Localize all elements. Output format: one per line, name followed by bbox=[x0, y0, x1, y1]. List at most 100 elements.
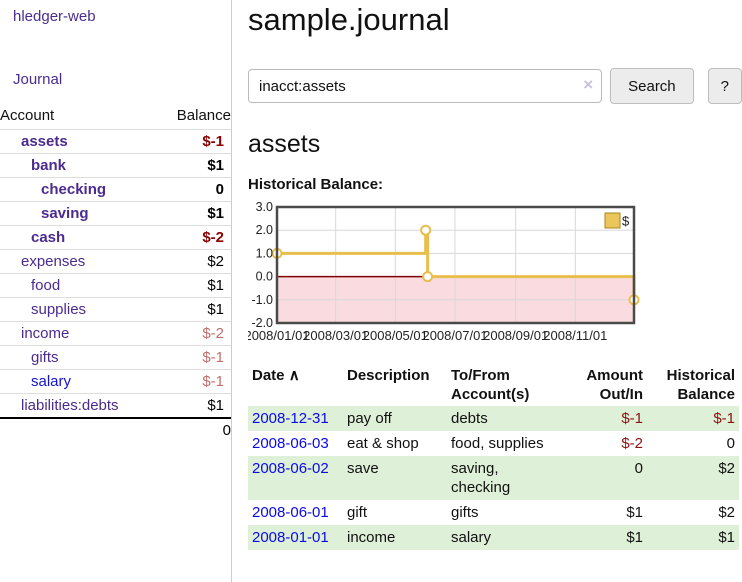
data-point-marker[interactable] bbox=[422, 271, 434, 283]
nav-journal-link[interactable]: Journal bbox=[13, 71, 63, 88]
transaction-date-link[interactable]: 2008-06-01 bbox=[252, 504, 329, 521]
accounts-header-balance: Balance bbox=[176, 107, 231, 124]
account-name-cell: income bbox=[0, 322, 159, 346]
account-link[interactable]: supplies bbox=[31, 301, 87, 318]
transaction-amount: $-2 bbox=[621, 435, 643, 452]
accounts-header-row: Account Balance bbox=[0, 103, 231, 130]
account-row: salary $-1 bbox=[0, 369, 231, 394]
transaction-amount: $1 bbox=[626, 504, 643, 521]
search-bar: × Search ? bbox=[248, 68, 742, 104]
accounts-table: Account Balance assets $-1 bank $1 checking 0… bbox=[0, 103, 231, 442]
app-brand-link[interactable]: hledger-web bbox=[13, 8, 96, 25]
transaction-description: pay off bbox=[347, 410, 392, 427]
transaction-balance: $-1 bbox=[713, 410, 735, 427]
transaction-balance: $2 bbox=[718, 504, 735, 521]
transaction-balance: $1 bbox=[718, 529, 735, 546]
x-axis-label: 2008/05/01 bbox=[363, 328, 428, 343]
account-name-cell: cash bbox=[0, 226, 159, 250]
accounts-total-row: 0 bbox=[0, 418, 231, 442]
transaction-date-link[interactable]: 2008-06-03 bbox=[252, 435, 329, 452]
account-name-cell: liabilities:debts bbox=[0, 394, 159, 419]
account-link[interactable]: assets bbox=[21, 133, 68, 150]
transaction-description: income bbox=[347, 529, 396, 546]
accounts-total-value: 0 bbox=[222, 422, 231, 439]
account-balance: $1 bbox=[207, 277, 224, 294]
register-row[interactable]: 2008-06-01 gift gifts $1 $2 bbox=[248, 500, 739, 525]
account-balance: 0 bbox=[215, 181, 224, 198]
clear-search-icon[interactable]: × bbox=[583, 75, 594, 94]
x-axis-label: 2008/01/01 bbox=[248, 328, 310, 343]
account-row: liabilities:debts $1 bbox=[0, 393, 231, 419]
col-amount-out-in: Amount Out/In bbox=[586, 367, 643, 403]
account-row: food $1 bbox=[0, 273, 231, 298]
account-name-cell: bank bbox=[0, 154, 159, 178]
account-balance: $2 bbox=[207, 253, 224, 270]
account-name-cell: food bbox=[0, 274, 159, 298]
account-heading: assets bbox=[248, 130, 321, 158]
search-button[interactable]: Search bbox=[610, 68, 694, 104]
account-link[interactable]: bank bbox=[31, 157, 67, 174]
transaction-description: eat & shop bbox=[347, 435, 419, 452]
register-row[interactable]: 2008-01-01 income salary $1 $1 bbox=[248, 525, 739, 550]
account-link[interactable]: liabilities:debts bbox=[21, 397, 119, 414]
account-link[interactable]: food bbox=[31, 277, 61, 294]
account-row: income $-2 bbox=[0, 321, 231, 346]
account-balance: $-1 bbox=[202, 349, 224, 366]
x-axis-label: 2008/03/01 bbox=[303, 328, 368, 343]
account-row: cash $-2 bbox=[0, 225, 231, 250]
transaction-accounts: food, supplies bbox=[451, 435, 544, 452]
transaction-date-link[interactable]: 2008-06-02 bbox=[252, 460, 329, 477]
register-row[interactable]: 2008-12-31 pay off debts $-1 $-1 bbox=[248, 406, 739, 431]
register-row[interactable]: 2008-06-02 save saving, checking 0 $2 bbox=[248, 456, 739, 500]
x-axis-label: 2008/11/01 bbox=[543, 328, 607, 343]
account-link[interactable]: saving bbox=[41, 205, 89, 222]
account-row: checking 0 bbox=[0, 177, 231, 202]
account-link[interactable]: expenses bbox=[21, 253, 86, 270]
account-name-cell: assets bbox=[0, 130, 159, 154]
sidebar: hledger-web Journal Account Balance asse… bbox=[0, 0, 232, 582]
col-date[interactable]: Date ∧ bbox=[248, 364, 343, 406]
register-header-row: Date ∧ Description To/From Account(s) Am… bbox=[248, 364, 739, 406]
account-balance: $1 bbox=[207, 301, 224, 318]
account-link[interactable]: income bbox=[21, 325, 70, 342]
page-title: sample.journal bbox=[248, 2, 450, 37]
account-row: saving $1 bbox=[0, 201, 231, 226]
transaction-date-link[interactable]: 2008-12-31 bbox=[252, 410, 329, 427]
search-input[interactable] bbox=[248, 69, 603, 103]
transaction-accounts: saving, checking bbox=[451, 460, 511, 496]
transaction-balance: 0 bbox=[726, 435, 735, 452]
col-historical-balance: Historical Balance bbox=[666, 367, 735, 403]
legend-swatch bbox=[604, 212, 621, 229]
account-balance: $1 bbox=[207, 397, 224, 414]
account-name-cell: supplies bbox=[0, 298, 159, 322]
account-name-cell: salary bbox=[0, 370, 159, 394]
transaction-date-cell: 2008-06-03 bbox=[248, 431, 343, 456]
transaction-amount: 0 bbox=[634, 460, 643, 477]
account-link[interactable]: gifts bbox=[31, 349, 59, 366]
account-balance: $-1 bbox=[202, 373, 224, 390]
accounts-total-spacer bbox=[0, 418, 159, 442]
transaction-description: gift bbox=[347, 504, 368, 521]
transaction-date-link[interactable]: 2008-01-01 bbox=[252, 529, 329, 546]
transaction-accounts: salary bbox=[451, 529, 492, 546]
transaction-amount: $1 bbox=[626, 529, 643, 546]
help-button[interactable]: ? bbox=[707, 68, 742, 104]
account-row: supplies $1 bbox=[0, 297, 231, 322]
account-link[interactable]: cash bbox=[31, 229, 66, 246]
account-balance: $-2 bbox=[202, 229, 224, 246]
transaction-description: save bbox=[347, 460, 379, 477]
search-input-wrap: × bbox=[248, 69, 603, 103]
x-axis-label: 2008/07/01 bbox=[422, 328, 487, 343]
transaction-date-cell: 2008-01-01 bbox=[248, 525, 343, 550]
x-axis-label: 2008/09/01 bbox=[483, 328, 548, 343]
account-balance: $-2 bbox=[202, 325, 224, 342]
col-date-label: Date bbox=[252, 367, 285, 384]
account-balance: $1 bbox=[207, 157, 224, 174]
register-row[interactable]: 2008-06-03 eat & shop food, supplies $-2 0 bbox=[248, 431, 739, 456]
y-axis-label: 2.0 bbox=[256, 223, 273, 237]
account-row: assets $-1 bbox=[0, 129, 231, 154]
data-point-marker[interactable] bbox=[420, 224, 432, 236]
account-link[interactable]: checking bbox=[41, 181, 107, 198]
account-link[interactable]: salary bbox=[31, 373, 72, 390]
y-axis-label: 1.0 bbox=[256, 246, 273, 260]
